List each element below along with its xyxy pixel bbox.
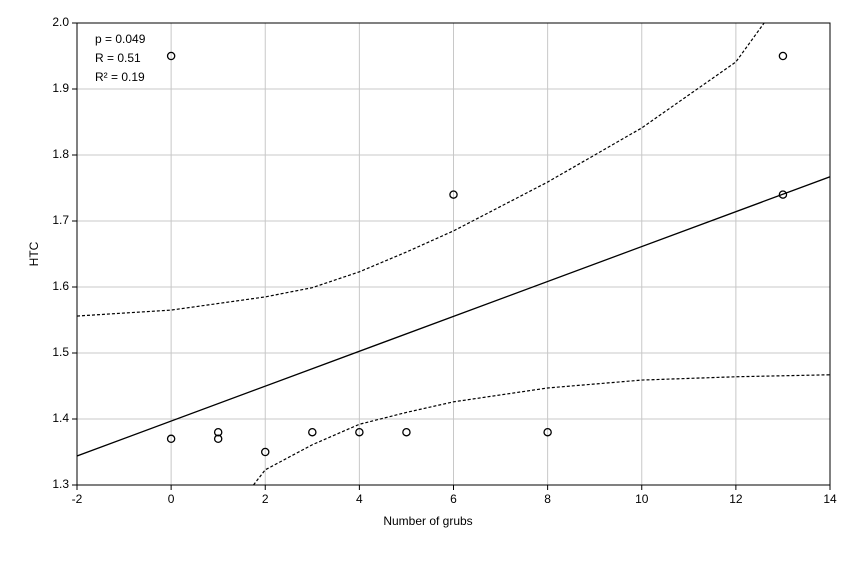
x-axis-label: Number of grubs bbox=[383, 514, 472, 528]
x-tick-label: 6 bbox=[450, 492, 457, 506]
data-point bbox=[213, 434, 223, 444]
y-tick-label: 1.4 bbox=[52, 411, 69, 425]
data-point bbox=[166, 434, 176, 444]
x-tick-label: 0 bbox=[168, 492, 175, 506]
x-tick-label: 14 bbox=[823, 492, 837, 506]
confidence-band bbox=[253, 374, 830, 485]
data-point bbox=[308, 427, 317, 437]
x-tick-label: 12 bbox=[729, 492, 743, 506]
data-point bbox=[355, 427, 364, 437]
x-tick-label: 4 bbox=[356, 492, 363, 506]
plot-area bbox=[77, 23, 830, 485]
y-tick-label: 1.8 bbox=[52, 147, 69, 161]
y-tick-label: 1.7 bbox=[52, 213, 69, 227]
annotation: R = 0.51 bbox=[95, 51, 141, 65]
x-tick-label: 10 bbox=[635, 492, 649, 506]
data-point bbox=[778, 51, 788, 61]
data-point bbox=[402, 427, 411, 437]
y-tick-label: 1.5 bbox=[52, 345, 69, 359]
fit-line bbox=[77, 176, 830, 457]
confidence-band bbox=[77, 23, 765, 317]
data-point bbox=[543, 427, 552, 437]
y-tick-label: 1.3 bbox=[52, 477, 69, 491]
annotation: R² = 0.19 bbox=[95, 70, 145, 84]
y-tick-label: 2.0 bbox=[52, 15, 69, 29]
data-point bbox=[449, 190, 458, 199]
data-point bbox=[166, 51, 176, 61]
x-tick-label: -2 bbox=[72, 492, 83, 506]
y-tick-label: 1.9 bbox=[52, 81, 69, 95]
annotation: p = 0.049 bbox=[95, 32, 146, 46]
data-point bbox=[778, 190, 788, 199]
x-tick-label: 2 bbox=[262, 492, 269, 506]
plot-frame bbox=[76, 22, 831, 486]
y-axis-label: HTC bbox=[27, 241, 41, 266]
x-tick-label: 8 bbox=[544, 492, 551, 506]
y-tick-label: 1.6 bbox=[52, 279, 69, 293]
data-point bbox=[260, 447, 270, 457]
